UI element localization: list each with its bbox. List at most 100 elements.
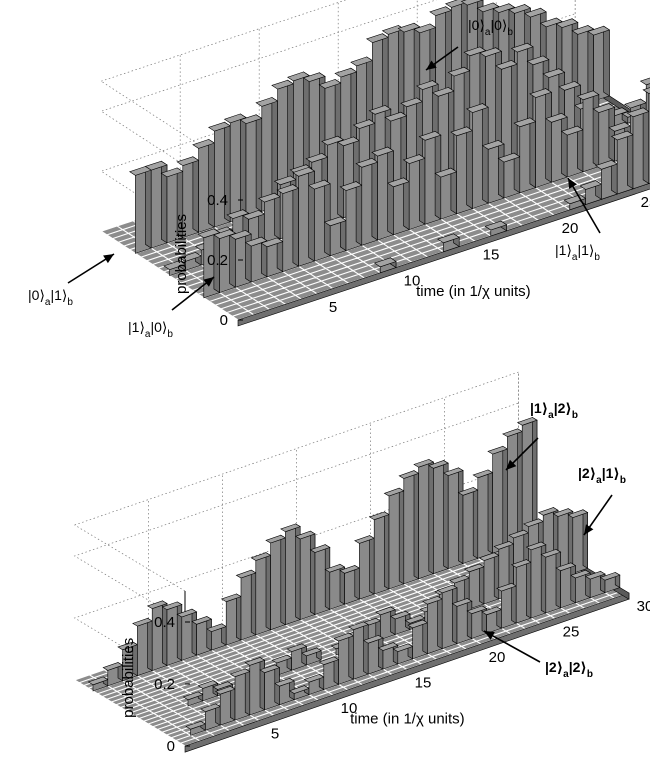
z-axis-label: probabilities [173, 214, 190, 294]
bar-top [286, 643, 308, 652]
bar-side [236, 593, 242, 641]
bar [87, 676, 109, 692]
bar-top [212, 681, 234, 690]
bar-top [302, 72, 326, 82]
x-axis-label: time (in 1/χ units) [416, 283, 531, 300]
bar-top [244, 236, 268, 247]
bar [354, 535, 375, 600]
bar [250, 552, 272, 636]
state-text: ⟩ [566, 242, 571, 258]
bar-side [493, 552, 500, 600]
bar-top [626, 107, 650, 118]
bar-top [226, 209, 250, 219]
bar-side [587, 24, 594, 102]
bar-side [570, 562, 576, 604]
bar-top [542, 68, 566, 78]
bar-top [418, 130, 442, 141]
bar-top [624, 98, 647, 109]
state-subscript: a [572, 252, 578, 263]
bar [466, 103, 489, 210]
bar-top [318, 656, 340, 666]
bar-top [271, 654, 293, 664]
bar-top [273, 175, 297, 186]
x-tick-label: 5 [271, 726, 279, 743]
bar-top [587, 25, 611, 36]
state-text: 2 [558, 400, 566, 416]
bar [235, 569, 257, 641]
bar-top [255, 97, 279, 107]
state-text: ⟩ [590, 465, 596, 481]
bar [276, 184, 300, 273]
bar-top [354, 535, 375, 544]
bar [451, 597, 473, 645]
bar-top [481, 606, 503, 616]
bar [383, 487, 405, 590]
bar-top [163, 260, 187, 270]
bar-top [381, 25, 405, 35]
bar-side [428, 458, 434, 575]
bar-top [339, 565, 361, 574]
bar [529, 88, 553, 189]
bar-top [274, 678, 295, 687]
state-text: | [530, 400, 534, 416]
annotation-arrow-line [567, 177, 601, 234]
x-tick-label: 20 [562, 220, 579, 237]
bar-top [318, 79, 342, 89]
bar-top [525, 541, 547, 551]
bar-side [265, 552, 271, 631]
bar-top [368, 105, 392, 115]
bar-top [352, 119, 376, 129]
bar [442, 467, 464, 570]
bar [434, 167, 458, 220]
bar [510, 559, 532, 624]
state-text: | [28, 287, 32, 303]
bar-top [642, 87, 650, 94]
bar-side [280, 534, 286, 626]
state-label: |0⟩a|0⟩b [468, 17, 513, 38]
bar-top [400, 97, 424, 108]
bar [292, 166, 316, 267]
state-subscript: b [587, 669, 593, 680]
bar-top [102, 662, 124, 671]
bar-top [592, 103, 616, 113]
bar [144, 160, 168, 249]
bar [258, 192, 281, 245]
bar-side [511, 582, 517, 624]
floor-front [237, 182, 650, 327]
bar-side [274, 192, 281, 240]
bar-top [558, 81, 582, 91]
state-subscript: b [507, 27, 513, 38]
bar-top [362, 635, 384, 644]
bar [102, 661, 124, 687]
bar-side [582, 509, 588, 569]
bar-top [371, 146, 395, 157]
bar-top [179, 252, 202, 262]
bar-top [502, 428, 523, 437]
bar-top [321, 135, 345, 146]
bar-side [348, 632, 354, 680]
bar-top [206, 623, 227, 632]
state-subscript: a [145, 329, 151, 340]
bar-side [487, 469, 493, 554]
bar-top [493, 541, 515, 550]
bar-top [428, 460, 449, 469]
state-text: | [554, 400, 558, 416]
state-text: ⟩ [139, 319, 144, 335]
z-axis-label: probabilities [120, 638, 137, 718]
bar-side [576, 125, 584, 173]
bar-side [292, 184, 299, 267]
bar [223, 113, 247, 223]
bar-side [447, 86, 455, 182]
bar-side [561, 112, 568, 178]
state-text: 1 [581, 242, 589, 258]
state-subscript: b [572, 410, 578, 421]
bar-top [334, 67, 358, 78]
bar-top [437, 233, 460, 244]
bar-top [368, 511, 390, 521]
bar-top [146, 600, 168, 609]
bar [466, 605, 488, 639]
bar-side [208, 138, 215, 228]
bar-top [478, 552, 500, 561]
bar [265, 534, 287, 631]
